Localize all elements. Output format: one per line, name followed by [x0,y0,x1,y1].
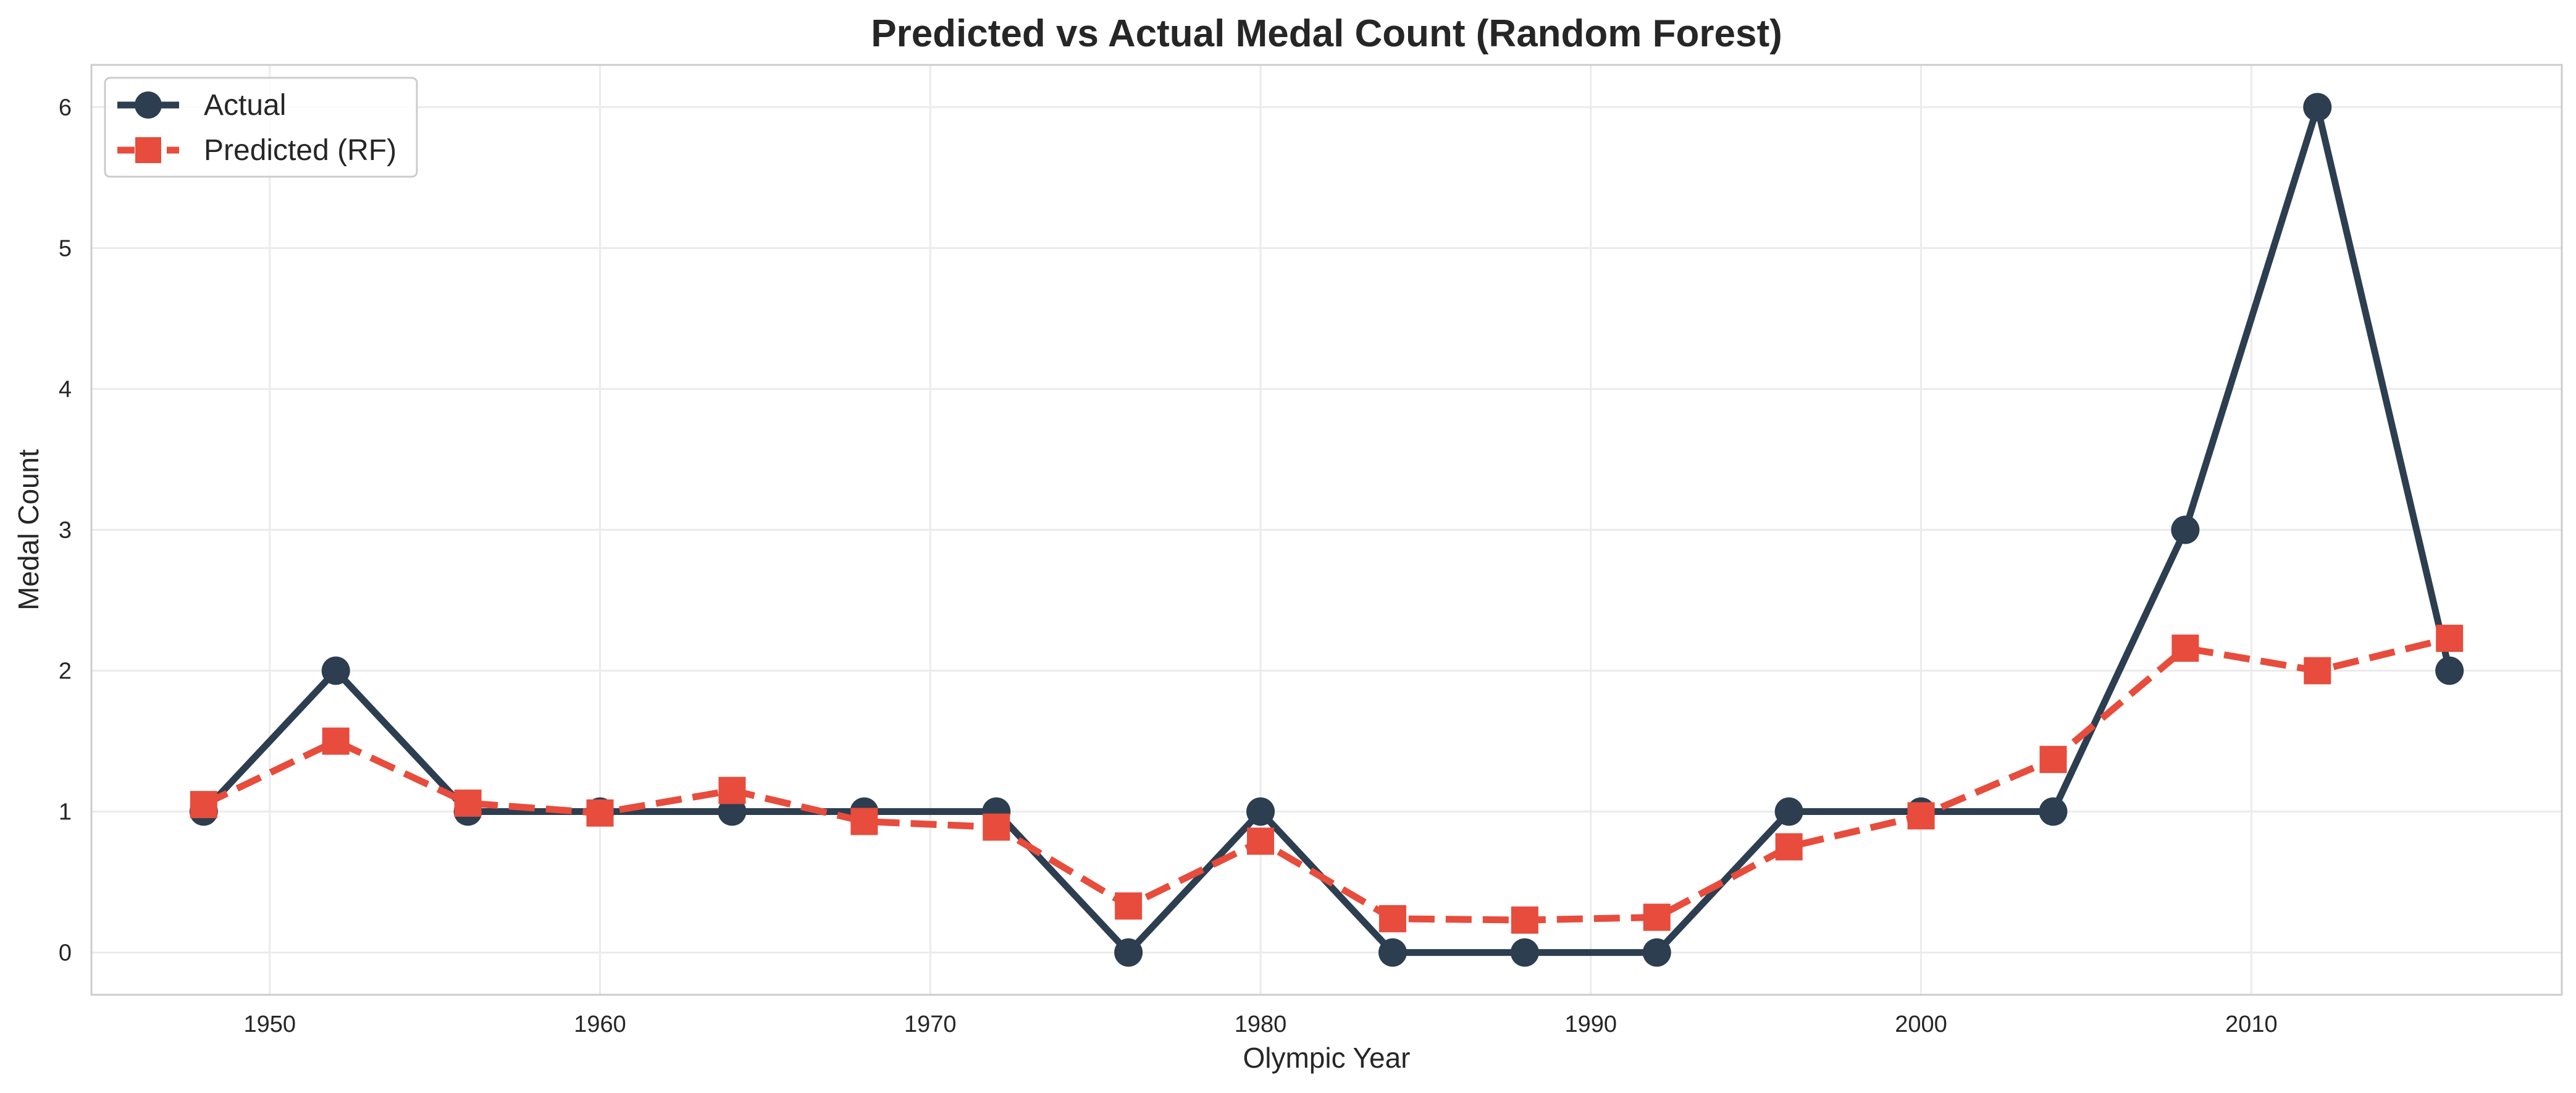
data-point [718,777,746,804]
y-tick-label: 2 [59,659,72,685]
y-tick-label: 4 [59,376,72,402]
data-point [454,789,482,817]
data-point [1378,938,1407,967]
legend-marker [135,137,161,163]
data-point [2436,625,2464,652]
data-point [2039,746,2067,774]
legend: Actual Predicted (RF) [104,77,418,178]
data-point [1247,827,1275,855]
data-point [2039,797,2068,826]
data-point [718,797,747,826]
x-tick-label: 1990 [1565,1011,1617,1037]
data-point [2171,515,2200,544]
x-tick-label: 1950 [243,1011,296,1037]
legend-label-predicted: Predicted (RF) [204,134,396,167]
data-point [1510,938,1539,967]
data-point [983,813,1010,841]
grid-lines [91,65,2562,995]
data-point [2171,635,2199,662]
series-layer [189,93,2464,967]
series-line [202,635,2451,924]
data-point [1115,892,1143,920]
x-axis-label: Olympic Year [1243,1042,1410,1074]
data-point [586,799,614,827]
y-tick-label: 5 [59,235,72,261]
data-point [1775,833,1803,861]
y-tick-label: 3 [59,518,72,544]
data-point [1774,797,1803,826]
data-point [2304,657,2331,685]
data-point [1643,903,1671,931]
y-tick-label: 1 [59,800,72,825]
data-point [850,808,878,835]
x-tick-label: 2000 [1895,1011,1947,1037]
y-axis-label: Medal Count [12,449,44,610]
plot-frame [90,64,2563,996]
series-predicted [190,625,2464,934]
data-point [321,656,350,685]
legend-swatch-predicted [117,137,179,163]
data-point [2303,93,2332,122]
data-point [1114,938,1143,967]
data-point [1246,797,1275,826]
data-point [190,791,217,819]
x-tick-label: 2010 [2225,1011,2278,1037]
y-tick-label: 0 [59,940,72,966]
legend-label-actual: Actual [204,89,286,122]
x-tick-label: 1970 [904,1011,957,1037]
chart-title: Predicted vs Actual Medal Count (Random … [871,12,1782,55]
x-tick-label: 1980 [1235,1011,1287,1037]
legend-marker [135,91,162,119]
y-tick-label: 6 [59,95,72,120]
legend-swatch-actual [117,91,179,119]
data-point [322,727,350,755]
data-point [1907,802,1935,830]
x-tick-label: 1960 [574,1011,626,1037]
data-point [2435,656,2464,685]
axis-ticks: 1950 1960 1970 1980 1990 2000 2010 0 1 2 3 4 5 6 [59,95,2278,1037]
data-point [1511,906,1538,934]
data-point [1642,938,1671,967]
data-point [1378,905,1406,932]
legend-box [104,77,418,178]
